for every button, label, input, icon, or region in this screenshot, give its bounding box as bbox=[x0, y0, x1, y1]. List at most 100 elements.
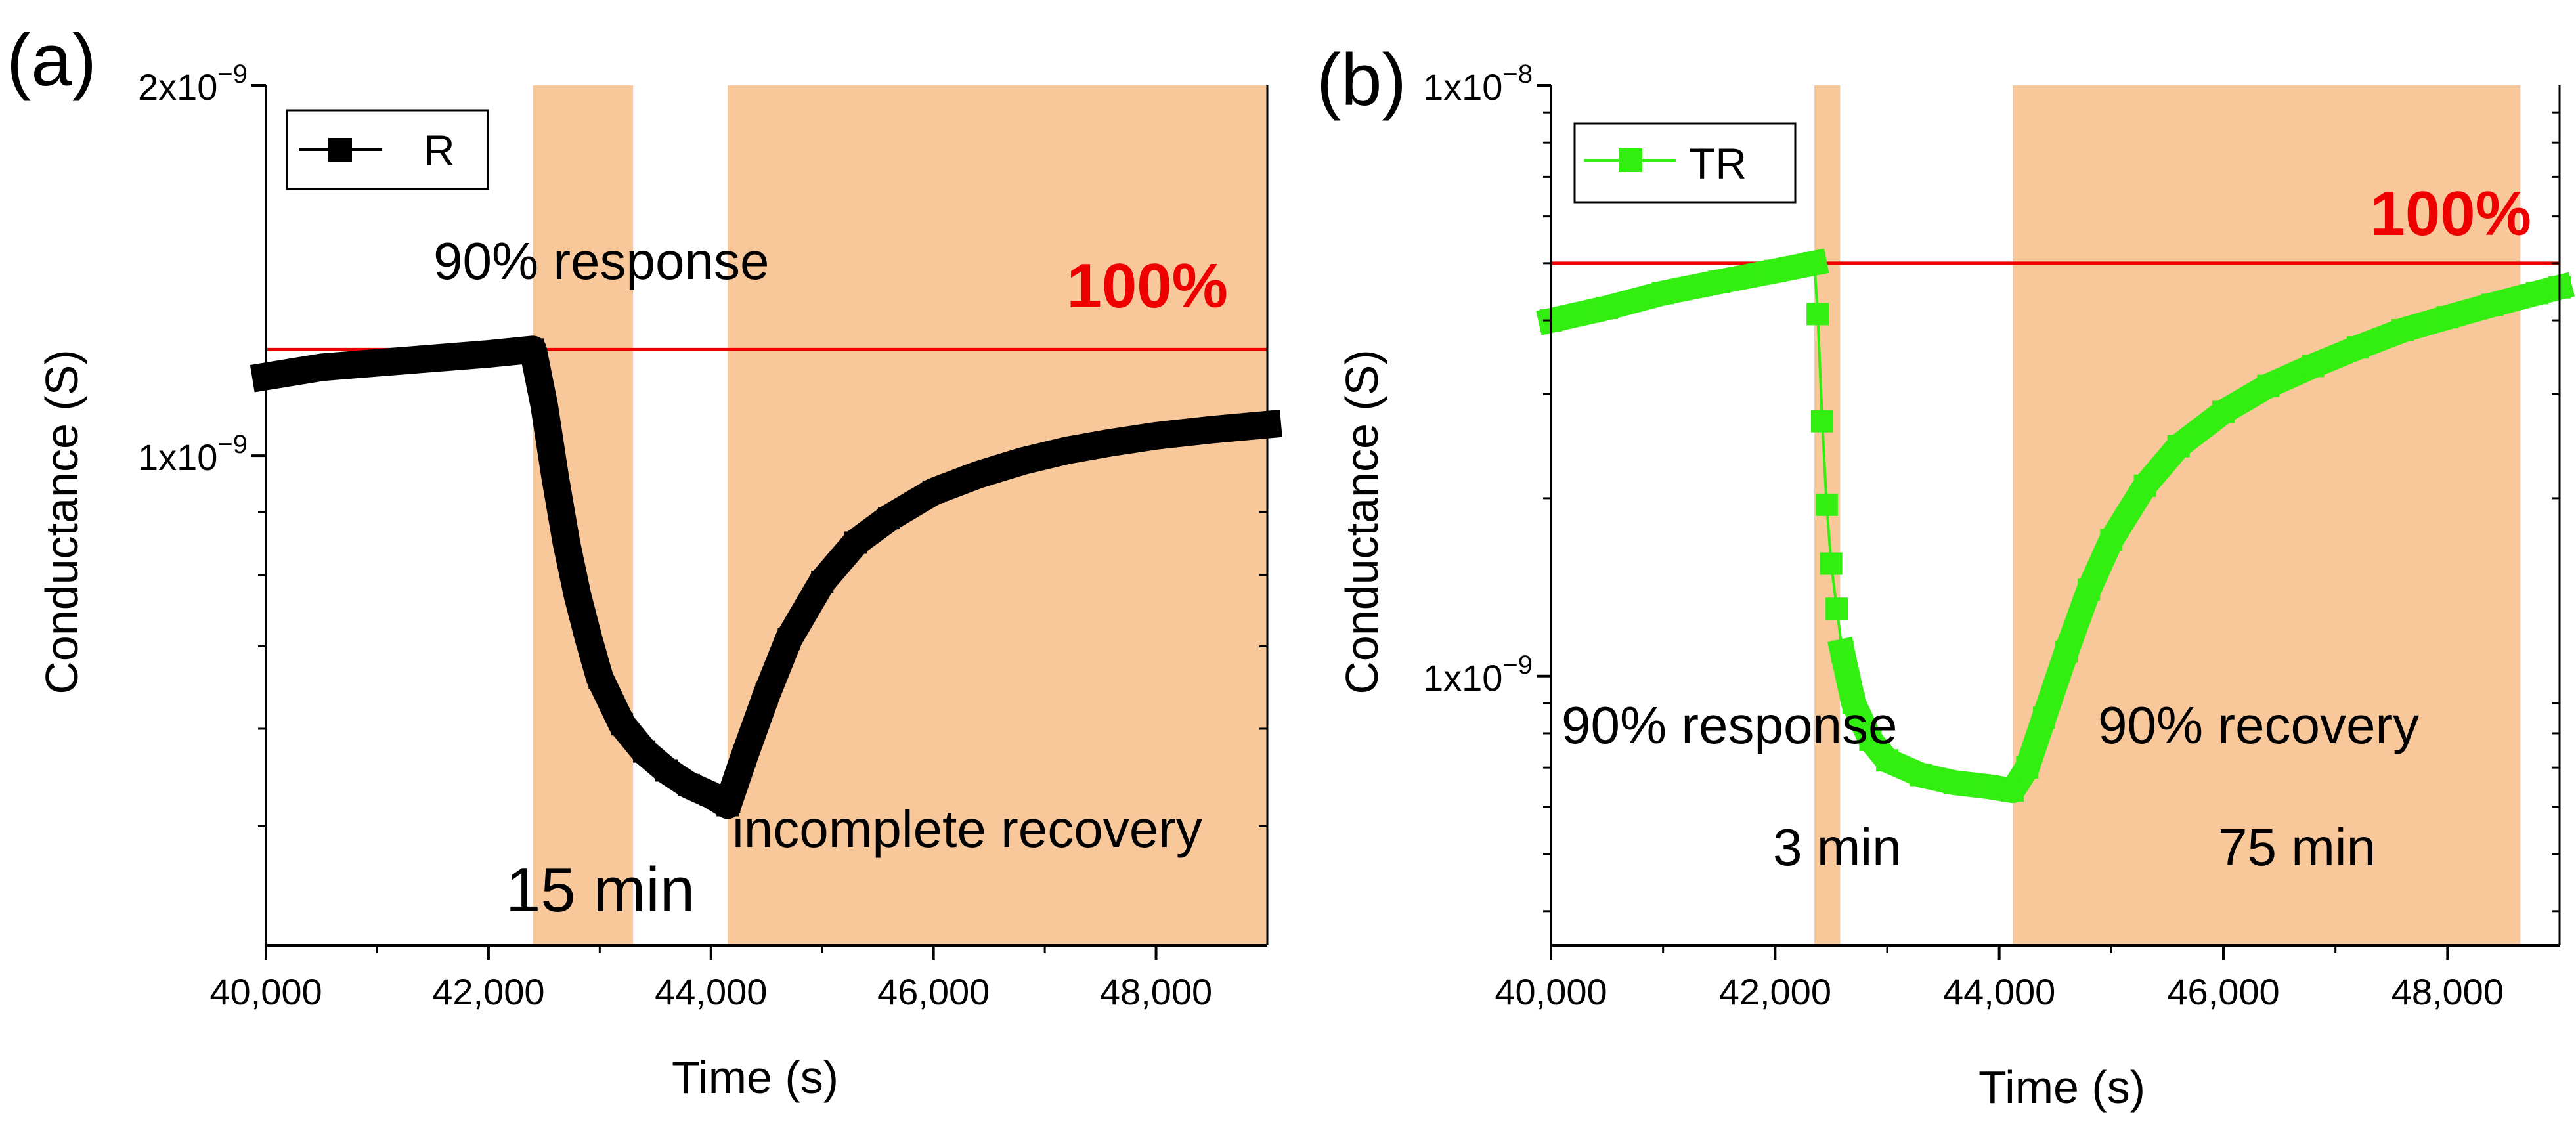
data-point-b-23 bbox=[2100, 529, 2123, 551]
data-point-b-8 bbox=[1815, 493, 1838, 516]
x-axis-title-a: Time (s) bbox=[672, 1052, 839, 1103]
y-axis-title-b: Conductance (S) bbox=[1336, 349, 1387, 694]
data-point-a-1 bbox=[310, 356, 333, 379]
data-point-b-14 bbox=[1876, 749, 1898, 772]
data-point-b-3 bbox=[1708, 270, 1730, 293]
data-point-a-3 bbox=[422, 347, 445, 370]
panel-label-b: (b) bbox=[1317, 39, 1407, 121]
data-point-b-33 bbox=[2525, 282, 2548, 305]
data-point-b-32 bbox=[2481, 293, 2504, 316]
series-a bbox=[250, 335, 1282, 819]
data-point-b-11 bbox=[1831, 640, 1854, 663]
data-point-b-25 bbox=[2167, 435, 2190, 458]
x-tick-label-b-4: 48,000 bbox=[2391, 971, 2504, 1012]
data-point-b-4 bbox=[1764, 259, 1787, 282]
data-point-b-9 bbox=[1820, 552, 1843, 575]
data-point-b-22 bbox=[2078, 578, 2101, 601]
data-point-b-1 bbox=[1596, 296, 1619, 319]
data-point-a-22 bbox=[844, 531, 867, 554]
data-point-b-6 bbox=[1806, 303, 1829, 326]
ticks-b: 40,000 42,000 44,000 46,000 48,000 1x10−8 1x10… bbox=[1423, 60, 2560, 1012]
data-point-a-11 bbox=[588, 666, 611, 689]
data-point-a-2 bbox=[366, 351, 389, 374]
data-point-b-29 bbox=[2346, 336, 2369, 359]
data-point-a-25 bbox=[967, 464, 990, 486]
annotation-90-response-b: 90% response bbox=[1561, 696, 1897, 754]
y-tick-label-a-0: 2x10−9 bbox=[138, 60, 248, 108]
annotation-90-recovery-b: 90% recovery bbox=[2098, 696, 2419, 754]
data-point-a-7 bbox=[544, 466, 567, 489]
x-tick-label-a-0: 40,000 bbox=[209, 971, 322, 1012]
data-point-a-9 bbox=[566, 584, 589, 607]
data-point-b-7 bbox=[1811, 410, 1834, 433]
x-tick-label-b-3: 46,000 bbox=[2167, 971, 2279, 1012]
annotation-15-min-a: 15 min bbox=[506, 855, 695, 925]
x-tick-label-a-3: 46,000 bbox=[877, 971, 990, 1012]
data-point-a-20 bbox=[777, 627, 800, 650]
series-b bbox=[1536, 248, 2575, 804]
annotation-75-min-b: 75 min bbox=[2218, 818, 2376, 876]
data-point-a-12 bbox=[611, 713, 634, 736]
shaded-regions-b bbox=[1814, 85, 2521, 945]
legend-marker-a bbox=[328, 138, 352, 162]
x-tick-label-a-2: 44,000 bbox=[655, 971, 767, 1012]
x-tick-label-b-1: 42,000 bbox=[1719, 971, 1831, 1012]
axes-b bbox=[1550, 85, 2561, 947]
data-point-a-28 bbox=[1100, 431, 1123, 454]
data-point-b-28 bbox=[2302, 355, 2325, 378]
x-axis-title-b: Time (s) bbox=[1978, 1062, 2145, 1113]
annotation-3-min-b: 3 min bbox=[1773, 818, 1902, 876]
shaded-region-b-1 bbox=[2013, 85, 2521, 945]
data-point-b-26 bbox=[2212, 400, 2235, 423]
data-point-a-8 bbox=[555, 531, 578, 554]
data-point-a-14 bbox=[655, 759, 678, 782]
y-tick-label-a-1: 1x10−9 bbox=[138, 430, 248, 478]
y-axis-title-a: Conductance (S) bbox=[36, 349, 87, 694]
data-point-b-24 bbox=[2133, 474, 2156, 497]
shaded-region-a-1 bbox=[728, 85, 1267, 945]
x-tick-label-a-1: 42,000 bbox=[432, 971, 544, 1012]
annotation-90-response-a: 90% response bbox=[433, 232, 769, 290]
data-point-a-5 bbox=[521, 338, 544, 361]
data-point-a-10 bbox=[577, 627, 600, 650]
data-point-b-13 bbox=[1859, 728, 1882, 751]
legend-label-b: TR bbox=[1689, 139, 1747, 188]
data-point-a-4 bbox=[477, 343, 500, 366]
legend-box-b bbox=[1573, 122, 1797, 204]
data-point-b-19 bbox=[2016, 756, 2039, 779]
legend-a: R bbox=[286, 109, 489, 190]
data-point-a-17 bbox=[716, 794, 739, 817]
data-point-b-20 bbox=[2032, 706, 2055, 729]
y-tick-label-b-1: 1x10−9 bbox=[1423, 651, 1533, 699]
data-point-b-10 bbox=[1825, 597, 1848, 620]
annotation-incomplete-recovery-a: incomplete recovery bbox=[732, 800, 1202, 858]
data-point-a-27 bbox=[1056, 439, 1078, 462]
data-point-b-27 bbox=[2257, 374, 2280, 397]
data-point-a-15 bbox=[677, 773, 700, 796]
data-point-a-23 bbox=[877, 507, 900, 530]
data-point-a-30 bbox=[1200, 418, 1223, 441]
y-tick-label-b-0: 1x10−8 bbox=[1423, 60, 1533, 108]
legend-b: TR bbox=[1573, 122, 1797, 204]
data-point-a-13 bbox=[633, 740, 656, 763]
reference-label-b: 100% bbox=[2370, 179, 2531, 249]
data-point-a-18 bbox=[733, 744, 756, 767]
data-point-b-17 bbox=[1976, 775, 1999, 798]
data-point-a-19 bbox=[755, 683, 778, 706]
data-point-b-12 bbox=[1842, 691, 1865, 714]
data-point-a-21 bbox=[811, 571, 834, 593]
shaded-regions-a bbox=[533, 85, 1267, 945]
panel-b: 40,000 42,000 44,000 46,000 48,000 1x10−8 1x10… bbox=[1317, 39, 2575, 1113]
data-point-a-24 bbox=[922, 480, 945, 503]
ticks-a: 40,000 42,000 44,000 46,000 48,000 2x10−9 1x10… bbox=[138, 60, 1267, 1012]
x-tick-label-b-0: 40,000 bbox=[1495, 971, 1607, 1012]
data-point-a-26 bbox=[1011, 450, 1034, 473]
data-point-b-16 bbox=[1943, 771, 1966, 794]
reference-label-a: 100% bbox=[1066, 251, 1228, 321]
x-tick-label-b-2: 44,000 bbox=[1943, 971, 2055, 1012]
data-point-a-29 bbox=[1145, 424, 1168, 447]
legend-label-a: R bbox=[424, 126, 455, 175]
legend-box-a bbox=[286, 109, 489, 190]
data-point-b-15 bbox=[1910, 764, 1932, 787]
